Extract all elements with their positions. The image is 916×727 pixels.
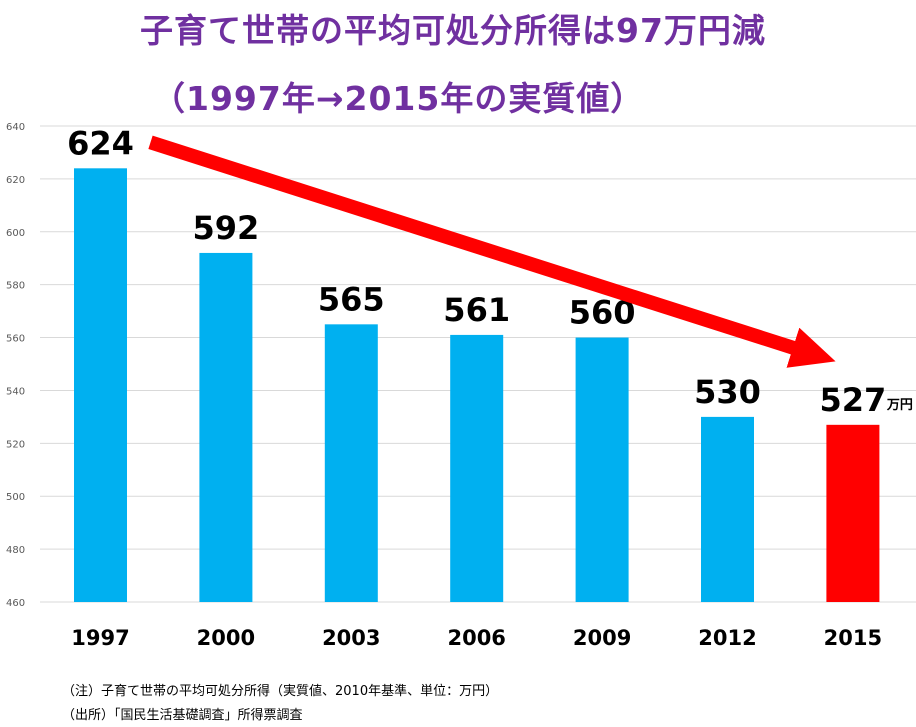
data-label-2006: 561 [443,291,510,329]
x-tick-label-2000: 2000 [197,626,255,650]
chart-title: 子育て世帯の平均可処分所得は97万円減 [140,11,766,50]
y-tick-label: 560 [6,334,25,345]
y-tick-label: 460 [6,598,25,609]
y-tick-label: 480 [6,545,25,556]
unit-label: 万円 [886,398,913,413]
data-label-2015: 527 [820,381,887,419]
bar-2009 [575,337,629,602]
y-axis-ticks: 460 480 500 520 540 560 580 600 620 640 [6,122,25,609]
data-label-2000: 592 [193,209,260,247]
x-tick-label-2012: 2012 [698,626,756,650]
y-tick-label: 500 [6,492,25,503]
bar-2006 [450,334,504,602]
bar-2003 [324,324,378,602]
y-tick-label: 520 [6,439,25,450]
y-tick-label: 640 [6,122,25,133]
bar-chart: 460 480 500 520 540 560 580 600 620 640 624 592 565… [6,122,916,650]
trend-arrow-line [148,135,836,368]
bars [74,168,880,603]
x-tick-label-2003: 2003 [322,626,380,650]
chart-subtitle: （1997年→2015年の実質値） [152,79,645,118]
data-label-1997: 624 [67,124,134,162]
bar-1997 [74,168,127,603]
x-tick-label-1997: 1997 [71,626,129,650]
x-tick-label-2006: 2006 [447,626,505,650]
y-tick-label: 580 [6,281,25,292]
y-tick-label: 600 [6,228,25,239]
data-label-2012: 530 [694,373,761,411]
y-tick-label: 620 [6,175,25,186]
bar-2015 [826,424,880,602]
y-tick-label: 540 [6,386,25,397]
x-tick-label-2009: 2009 [573,626,631,650]
bar-2000 [199,252,253,602]
trend-arrow [148,135,836,368]
bar-2012 [701,416,754,602]
data-label-2003: 565 [318,280,385,318]
footnote-source: （出所）「国民生活基礎調査」所得票調査 [62,708,303,723]
x-tick-label-2015: 2015 [824,626,882,650]
footnote-note: （注）子育て世帯の平均可処分所得（実質値、2010年基準、単位：万円） [62,684,499,699]
x-axis-ticks: 1997 2000 2003 2006 2009 2012 2015 [71,626,882,650]
